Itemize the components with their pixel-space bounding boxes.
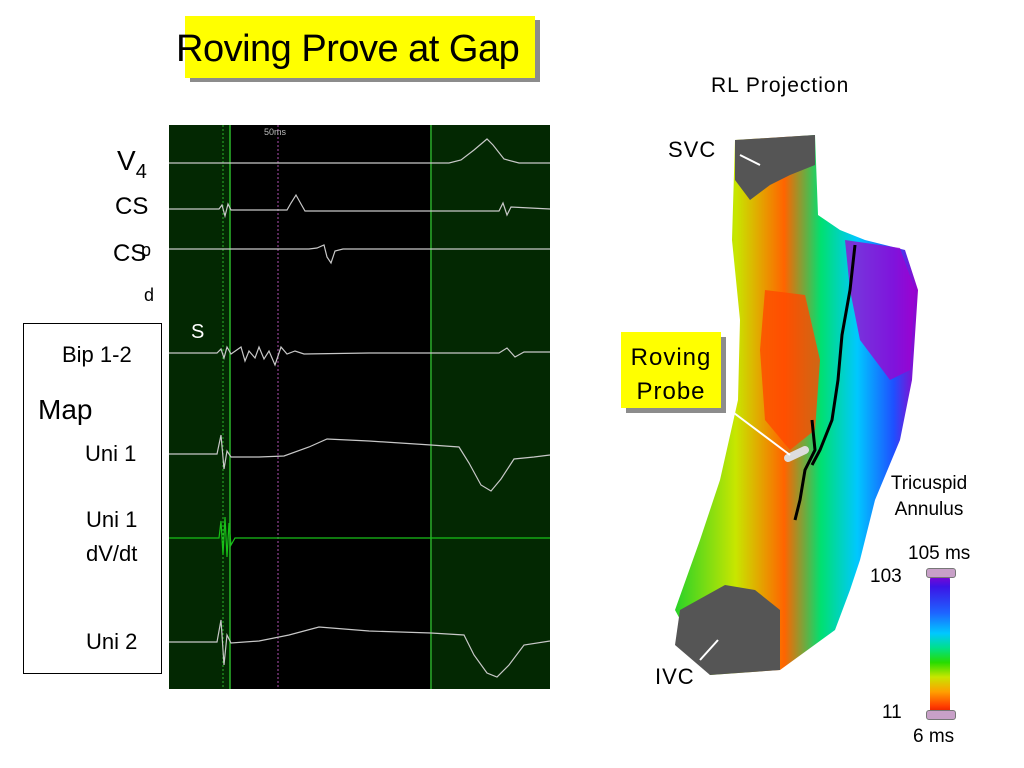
trace-uni1-dvdt [169, 516, 550, 558]
ivc-label: IVC [655, 664, 695, 689]
scale-min-label: 6 ms [913, 726, 955, 747]
trace-cs1 [169, 193, 550, 219]
ecg-traces: 50ms S [169, 125, 550, 689]
tricuspid-label-line2: Annulus [894, 499, 964, 520]
cs-label-2: CS [113, 240, 147, 267]
v4-label: V4 [117, 145, 147, 183]
slide-title: Roving Prove at Gap [176, 28, 520, 70]
uni1-label: Uni 1 [85, 441, 137, 466]
trace-uni2 [169, 619, 550, 678]
projection-label: RL Projection [711, 74, 850, 97]
probe-label-box [621, 332, 721, 408]
late-activation-region [845, 240, 915, 380]
activation-map-3d [675, 135, 918, 675]
colorbar-bottom-cap [926, 710, 956, 720]
svc-label: SVC [668, 137, 717, 162]
conduction-line [793, 244, 857, 521]
ivc-pointer [699, 639, 719, 661]
ivc-cap [675, 585, 780, 675]
map-label-box [23, 323, 162, 674]
time-scale-label: 50ms [264, 127, 287, 137]
trace-v4 [169, 138, 550, 164]
scale-max-label: 105 ms [908, 543, 971, 564]
probe-body [784, 446, 809, 462]
uni1-dvdt-label-1: Uni 1 [86, 507, 138, 532]
tricuspid-label-line1: Tricuspid [890, 473, 968, 494]
cs-fragment-p: p [141, 240, 152, 260]
scale-upper-value: 103 [870, 566, 902, 587]
early-activation-region [760, 290, 820, 450]
probe-label-line2: Probe [636, 378, 706, 405]
stim-label: S [191, 321, 204, 343]
svc-pointer [739, 154, 761, 166]
activation-colorbar [930, 572, 950, 718]
colorbar-top-cap [926, 568, 956, 578]
svc-cap [735, 135, 815, 200]
trace-cs2 [169, 244, 550, 265]
uni2-label: Uni 2 [86, 629, 138, 654]
map-label: Map [38, 394, 93, 425]
trace-uni1 [169, 434, 550, 492]
black-window [230, 125, 432, 689]
cs-label-1: CS [115, 193, 149, 220]
trace-bip12 [169, 345, 550, 367]
probe-pointer [729, 409, 791, 456]
probe-label-line1: Roving [630, 344, 712, 371]
cs-fragment-d: d [144, 285, 155, 305]
uni1-dvdt-label-2: dV/dt [86, 541, 138, 566]
bip-label: Bip 1-2 [62, 342, 132, 367]
title-highlight-box [185, 16, 535, 78]
scale-lower-value: 11 [882, 702, 902, 723]
